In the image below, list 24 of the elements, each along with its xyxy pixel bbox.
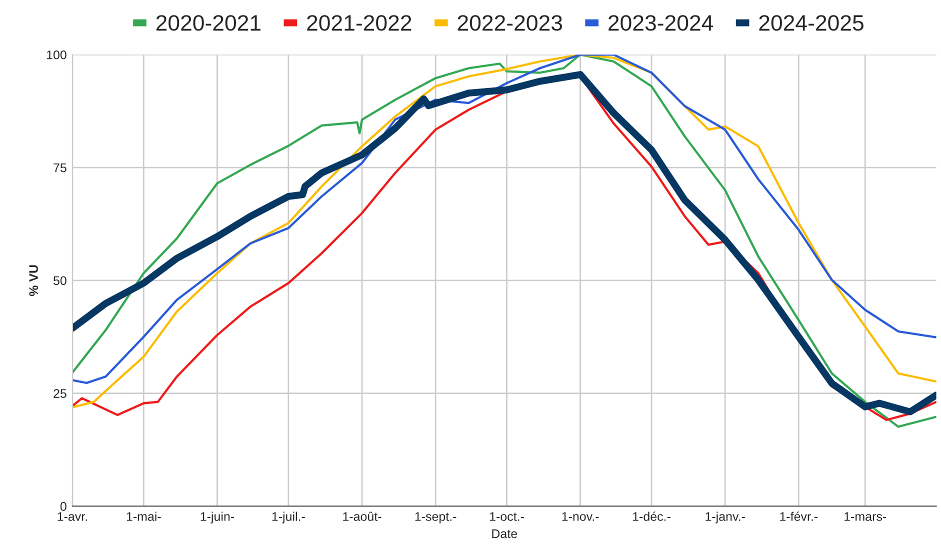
x-tick-label: 1-nov.- <box>562 512 599 521</box>
legend-label: 2022-2023 <box>458 15 562 31</box>
x-tick-label: 1-déc.- <box>633 512 670 521</box>
y-tick-label: 0 <box>60 502 66 511</box>
y-tick-label: 100 <box>47 50 66 60</box>
y-tick-label: 50 <box>54 276 66 286</box>
legend-label: 2023-2024 <box>608 15 714 31</box>
x-tick-label: 1-avr. <box>58 512 87 521</box>
x-tick-label: 1-juil.- <box>272 512 305 524</box>
legend-label: 2020-2021 <box>156 15 260 31</box>
x-tick-label: 1-janv.- <box>706 512 745 524</box>
x-tick-label: 1-juin- <box>200 512 234 524</box>
x-tick-label: 1-mai- <box>126 512 161 521</box>
x-tick-label: 1-août- <box>343 512 382 521</box>
x-tick-label: 1-mars- <box>844 512 886 521</box>
x-tick-label: 1-févr.- <box>780 512 818 521</box>
legend-label: 2024-2025 <box>759 15 864 31</box>
y-tick-label: 75 <box>54 163 66 172</box>
y-tick-label: 25 <box>54 389 66 398</box>
x-tick-label: 1-oct.- <box>490 512 524 521</box>
y-axis-title: % VU <box>29 265 38 296</box>
x-axis-title: Date <box>492 529 518 538</box>
x-tick-label: 1-sept.- <box>415 512 456 524</box>
legend-label: 2021-2022 <box>307 15 412 31</box>
